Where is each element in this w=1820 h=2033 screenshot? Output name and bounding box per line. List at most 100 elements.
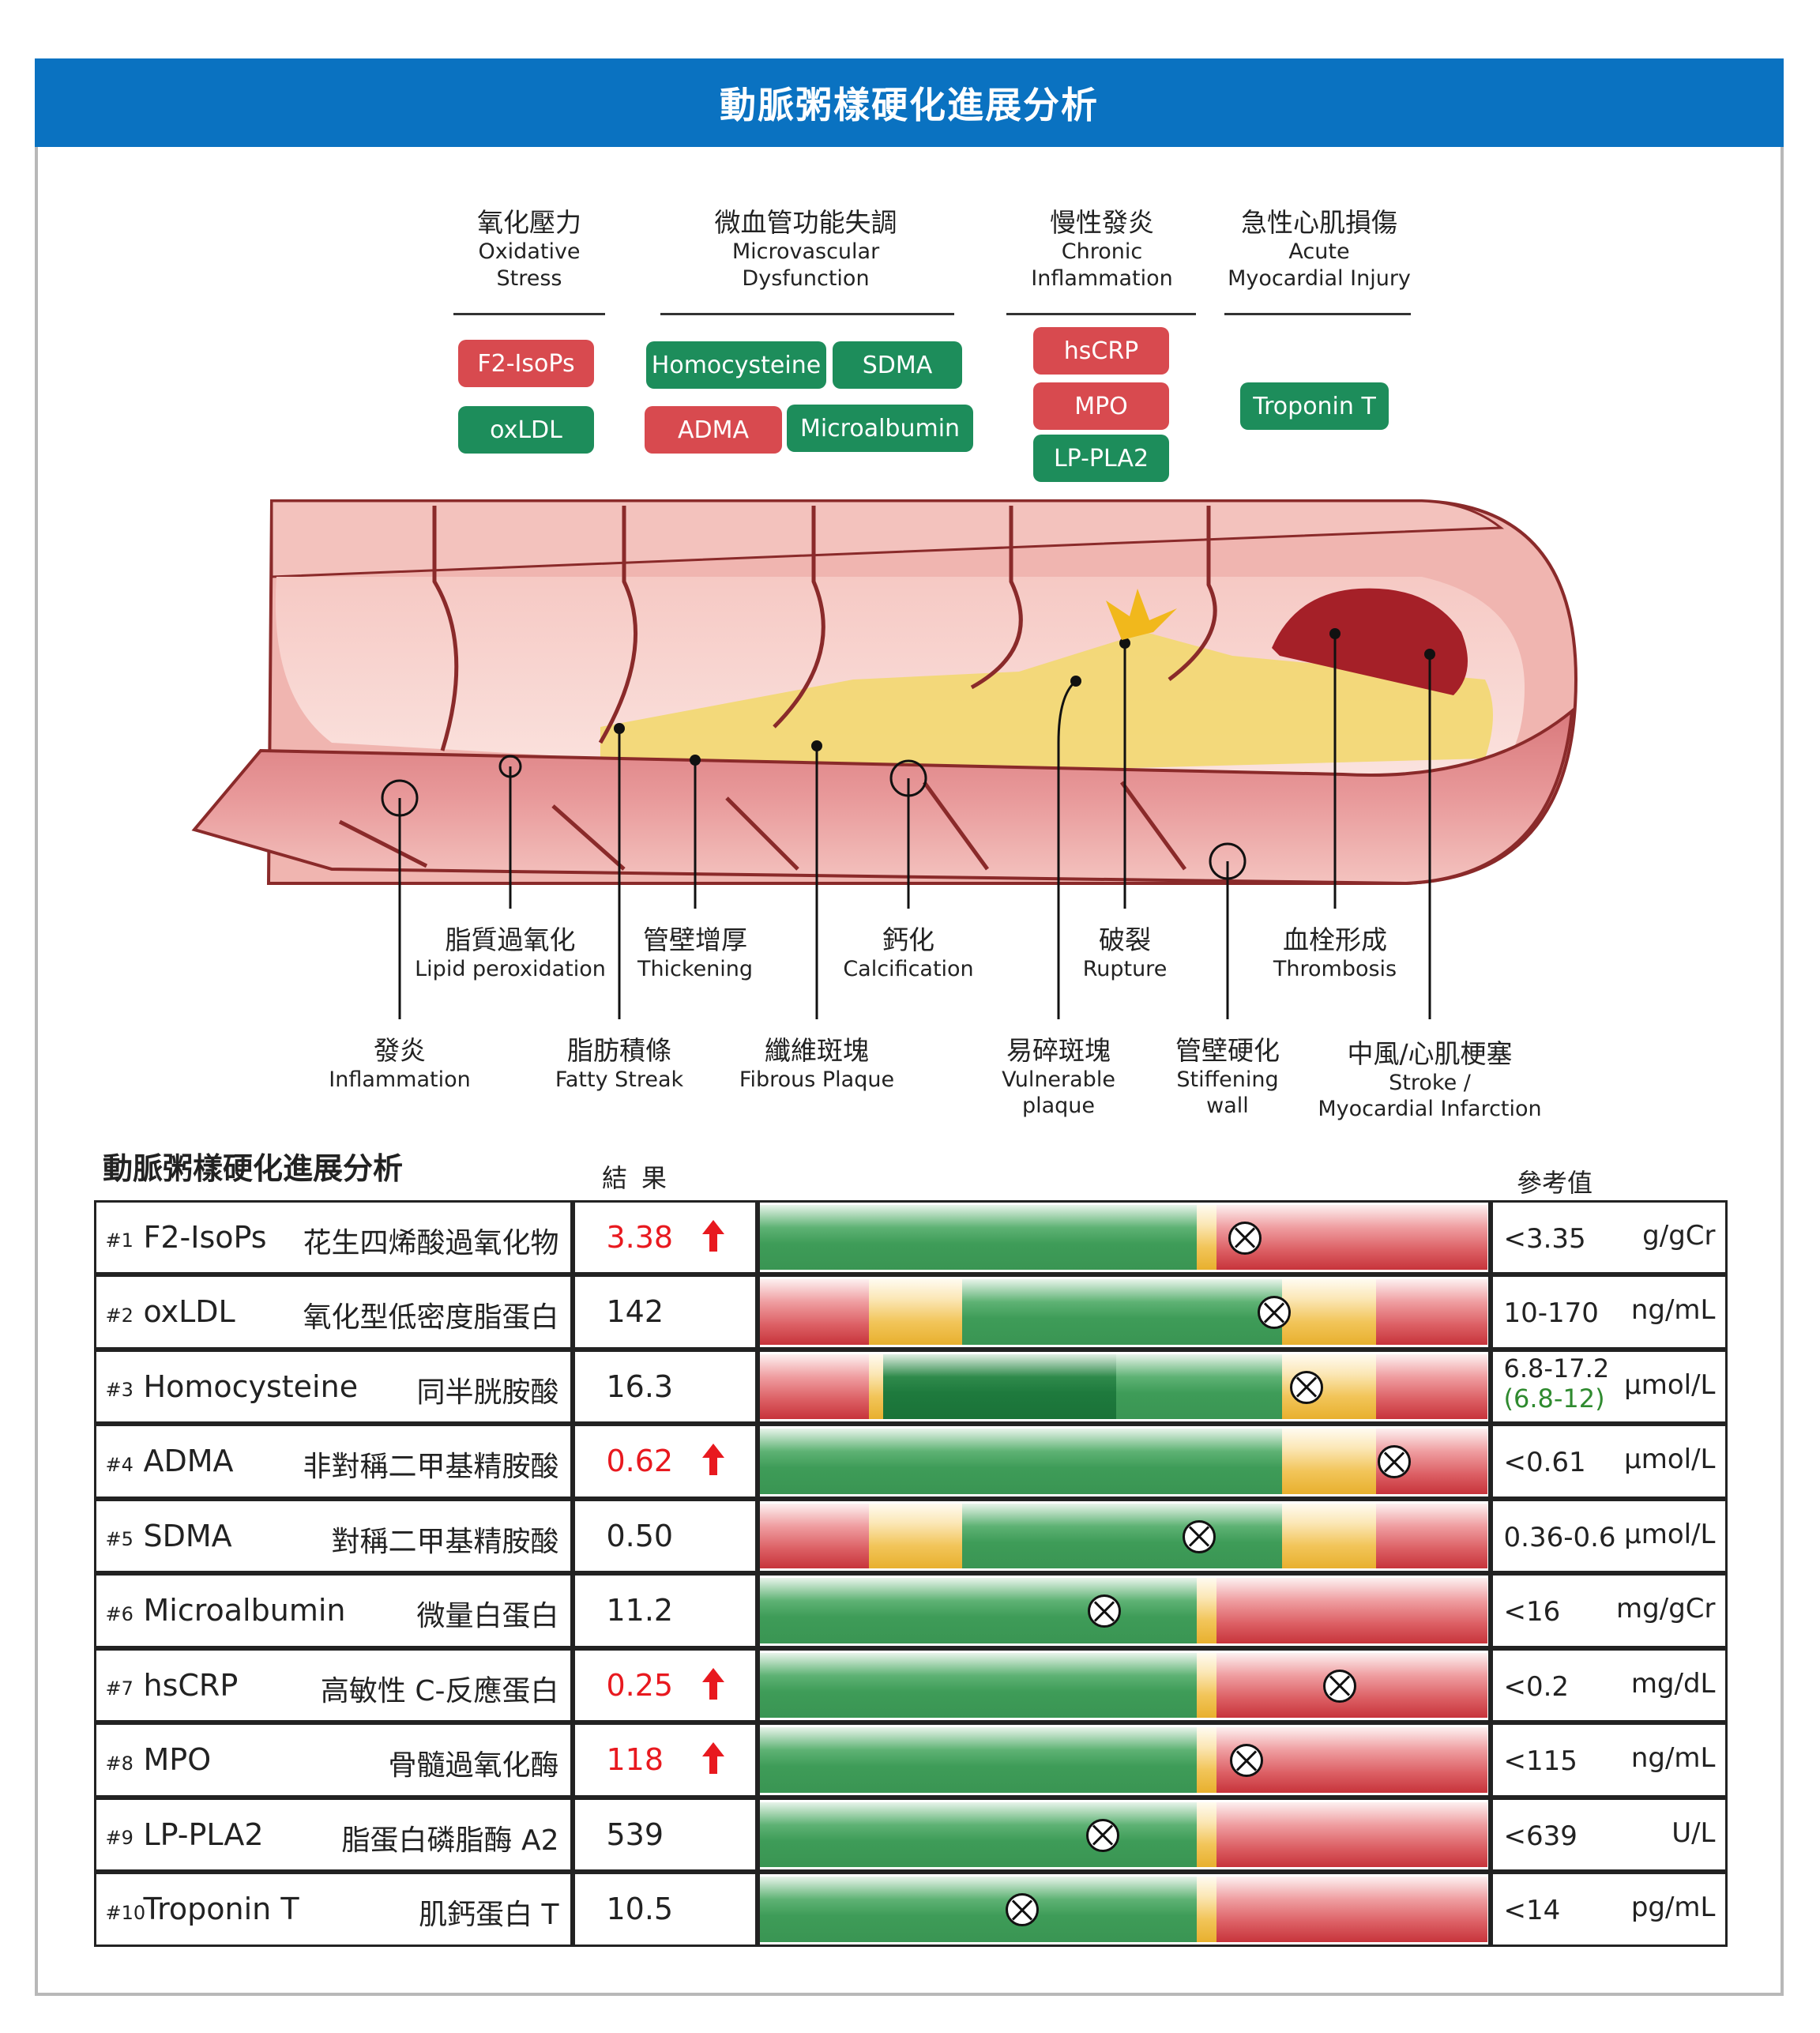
range-segment (1282, 1279, 1377, 1345)
value-cell: 11.2 (572, 1573, 758, 1648)
value-cell: 0.25 (572, 1647, 758, 1722)
range-bar (757, 1573, 1491, 1648)
up-arrow-icon (701, 1218, 725, 1256)
value-cell: 118 (572, 1722, 758, 1798)
reference-value: <3.35 (1503, 1222, 1586, 1255)
range-segment (1196, 1801, 1216, 1867)
reference-cell: <0.2 mg/dL (1490, 1647, 1728, 1722)
marker-abbr: Microalbumin (143, 1593, 346, 1628)
result-value: 0.25 (606, 1667, 674, 1703)
range-bar (757, 1722, 1491, 1798)
label-fatty-streak: 脂肪積條 Fatty Streak (555, 1035, 683, 1093)
table-row: #6 Microalbumin 微量白蛋白 11.2 <16 mg/gCr (93, 1573, 1728, 1650)
reference-value: 0.36-0.6 (1503, 1521, 1616, 1553)
label-en: wall (1206, 1094, 1249, 1118)
range-segment (1216, 1801, 1488, 1867)
value-cell: 10.5 (572, 1872, 758, 1947)
group-rule (1006, 313, 1196, 315)
name-cell: #6 Microalbumin 微量白蛋白 (93, 1573, 573, 1648)
group-en: Stress (496, 266, 562, 291)
results-table: #1 F2-IsoPs 花生四烯酸過氧化物 3.38 <3.35 g/gCr #2 oxLDL… (93, 1199, 1728, 1948)
label-en: Rupture (1082, 957, 1168, 981)
up-arrow-icon (701, 1741, 725, 1779)
range-segment (1282, 1503, 1377, 1568)
pill-sdma: SDMA (833, 341, 962, 389)
name-cell: #3 Homocysteine 同半胱胺酸 (93, 1349, 573, 1424)
group-zh: 急性心肌損傷 (1241, 207, 1397, 238)
label-en: Thrombosis (1273, 957, 1397, 981)
unit-label: μmol/L (1624, 1518, 1716, 1550)
group-en: Dysfunction (742, 266, 870, 291)
table-row: #2 oxLDL 氧化型低密度脂蛋白 142 10-170 ng/mL (93, 1274, 1728, 1351)
result-marker-icon (1228, 1221, 1262, 1255)
name-cell: #2 oxLDL 氧化型低密度脂蛋白 (93, 1274, 573, 1350)
label-zh: 發炎 (374, 1035, 426, 1066)
pointer-lines (381, 634, 1431, 1019)
label-zh: 血栓形成 (1282, 924, 1387, 955)
range-bar (757, 1274, 1491, 1350)
range-segment (759, 1727, 1197, 1793)
reference-value: <16 (1503, 1596, 1561, 1628)
range-segment (759, 1503, 869, 1568)
unit-label: ng/mL (1630, 1742, 1716, 1774)
marker-abbr: Homocysteine (143, 1369, 359, 1404)
table-row: #4 ADMA 非對稱二甲基精胺酸 0.62 <0.61 μmol/L (93, 1424, 1728, 1500)
range-bar (757, 1797, 1491, 1872)
unit-label: mg/gCr (1616, 1593, 1716, 1625)
label-en: Fatty Streak (555, 1067, 684, 1092)
reference-cell: <3.35 g/gCr (1490, 1199, 1728, 1274)
range-segment (961, 1279, 1283, 1345)
result-value: 3.38 (606, 1219, 674, 1255)
range-segment (1116, 1353, 1283, 1419)
marker-chinese-name: 花生四烯酸過氧化物 (303, 1226, 559, 1259)
label-en: Vulnerable (1002, 1067, 1115, 1092)
range-segment (759, 1279, 869, 1345)
thrombus (1272, 588, 1468, 695)
row-number: #3 (105, 1379, 133, 1401)
name-cell: #8 MPO 骨髓過氧化酶 (93, 1722, 573, 1798)
name-cell: #4 ADMA 非對稱二甲基精胺酸 (93, 1424, 573, 1499)
row-number: #5 (105, 1528, 133, 1550)
marker-abbr: SDMA (143, 1518, 232, 1553)
reference-value: <115 (1503, 1745, 1577, 1777)
group-rule (1224, 313, 1411, 315)
table-row: #7 hsCRP 高敏性 C-反應蛋白 0.25 <0.2 mg/dL (93, 1647, 1728, 1724)
result-value: 142 (606, 1294, 664, 1329)
up-arrow-icon (701, 1442, 725, 1480)
group-zh: 慢性發炎 (1050, 207, 1154, 238)
value-cell: 0.50 (572, 1498, 758, 1573)
group-chronic-inflammation: 慢性發炎 Chronic Inflammation (1003, 207, 1201, 292)
range-segment (759, 1652, 1197, 1718)
range-segment (1376, 1503, 1488, 1568)
value-cell: 16.3 (572, 1349, 758, 1424)
range-segment (759, 1877, 1197, 1942)
marker-abbr: oxLDL (143, 1294, 235, 1329)
plaque-layer (600, 632, 1493, 782)
range-segment (868, 1279, 962, 1345)
label-thrombosis: 血栓形成 Thrombosis (1273, 924, 1397, 982)
label-en: Fibrous Plaque (739, 1067, 895, 1092)
label-zh: 易碎斑塊 (1006, 1035, 1111, 1066)
label-inflammation: 發炎 Inflammation (329, 1035, 471, 1093)
reference-value: <14 (1503, 1895, 1561, 1926)
range-segment (759, 1204, 1197, 1270)
row-number: #1 (105, 1229, 133, 1252)
label-zh: 脂質過氧化 (445, 924, 576, 955)
range-bar (757, 1199, 1491, 1274)
group-en: Chronic (1061, 239, 1143, 264)
result-marker-icon (1088, 1594, 1122, 1628)
group-microvascular: 微血管功能失調 Microvascular Dysfunction (664, 207, 948, 292)
range-segment (759, 1429, 1283, 1494)
reference-cell: <16 mg/gCr (1490, 1573, 1728, 1648)
unit-label: g/gCr (1642, 1219, 1716, 1252)
marker-chinese-name: 肌鈣蛋白 T (419, 1899, 559, 1931)
marker-chinese-name: 氧化型低密度脂蛋白 (303, 1301, 559, 1334)
pill-adma: ADMA (645, 406, 782, 454)
row-number: #7 (105, 1677, 133, 1700)
range-segment (759, 1353, 869, 1419)
banner-title: 動脈粥樣硬化進展分析 (720, 84, 1099, 126)
table-row: #10 Troponin T 肌鈣蛋白 T 10.5 <14 pg/mL (93, 1872, 1728, 1948)
range-segment (1376, 1279, 1488, 1345)
result-value: 10.5 (606, 1892, 674, 1926)
reference-range: 6.8-17.2 (6.8-12) (1504, 1353, 1610, 1414)
